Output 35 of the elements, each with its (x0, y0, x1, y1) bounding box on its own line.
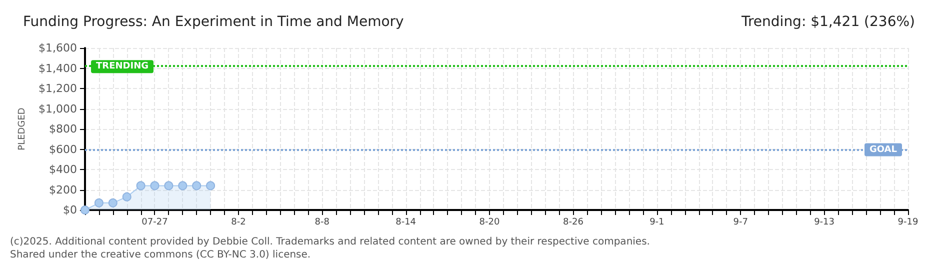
x-tick-label: 07-27 (142, 218, 168, 228)
point (206, 181, 216, 190)
point (164, 181, 174, 190)
point (192, 181, 202, 190)
y-tick-label: $0 (63, 204, 77, 216)
chart-title: Funding Progress: An Experiment in Time and Memory (23, 14, 404, 30)
x-tick-label: 8-26 (563, 218, 584, 228)
point (94, 198, 104, 208)
y-tick-label: $200 (49, 183, 77, 196)
point (178, 181, 188, 190)
y-tick-label: $800 (49, 122, 77, 136)
text: Shared under the creative commons (CC BY-NC 3.0) license. (10, 250, 311, 260)
y-tick-label: $1,000 (38, 102, 77, 116)
y-tick-label: $1,400 (38, 62, 77, 75)
chart-subtitle: Trending: $1,421 (236%) (740, 14, 916, 30)
point (108, 198, 118, 208)
x-tick-label: 8-2 (231, 218, 246, 228)
ref-line-label: TRENDING (96, 62, 148, 72)
x-tick-label: 9-19 (898, 218, 918, 228)
y-tick-label: $600 (49, 142, 77, 156)
x-tick-label: 8-8 (314, 218, 330, 228)
y-tick-label: $1,600 (38, 42, 77, 54)
text: (c)2025. Additional content provided by Debbie Coll. Trademarks and related content are owned by their respective companies. (10, 236, 650, 248)
point (136, 181, 146, 190)
x-tick-label: 8-14 (396, 218, 416, 228)
x-tick-label: 8-20 (479, 218, 500, 228)
point (122, 192, 132, 202)
point (150, 181, 160, 190)
ref-line-label: GOAL (870, 144, 898, 155)
x-tick-label: 9-13 (814, 218, 835, 228)
y-tick-label: $1,200 (38, 82, 77, 95)
y-axis-title: PLEDGED (18, 108, 28, 150)
x-tick-label: 9-1 (650, 218, 664, 228)
y-tick-label: $400 (49, 163, 77, 176)
x-tick-label: 9-7 (733, 218, 748, 228)
